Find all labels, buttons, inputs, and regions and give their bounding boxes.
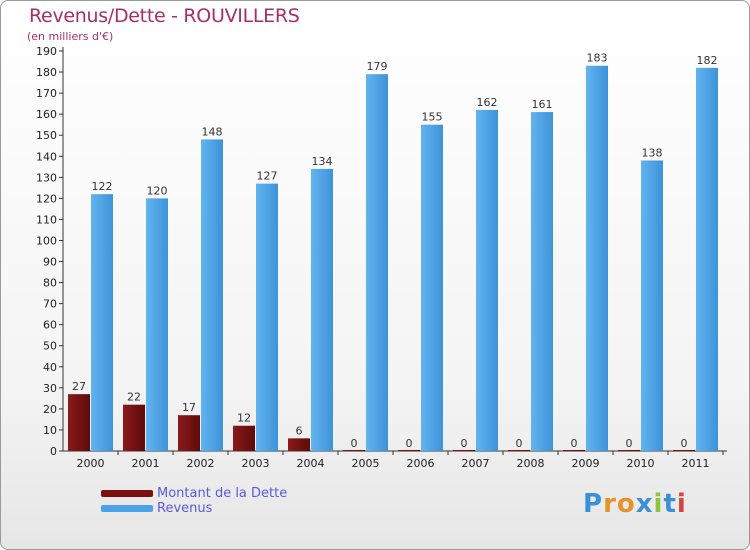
data-label-revenus: 162: [477, 96, 498, 109]
legend-label-dette: Montant de la Dette: [157, 486, 288, 501]
y-tick-label: 60: [43, 319, 57, 332]
x-tick-label: 2002: [187, 457, 215, 470]
data-label-dette: 6: [296, 424, 303, 437]
chart-subtitle: (en milliers d'€): [27, 30, 114, 43]
x-tick-label: 2004: [297, 457, 325, 470]
legend-swatch-dette: [101, 490, 153, 497]
x-tick-label: 2011: [682, 457, 710, 470]
x-tick-label: 2005: [352, 457, 380, 470]
bar-dette: [398, 450, 420, 451]
x-tick-label: 2001: [132, 457, 160, 470]
bar-dette: [288, 438, 310, 451]
bar-dette: [673, 450, 695, 451]
data-label-dette: 17: [182, 401, 196, 414]
x-tick-label: 2009: [572, 457, 600, 470]
data-label-revenus: 148: [202, 125, 223, 138]
bar-revenus: [476, 109, 498, 452]
x-tick-label: 2003: [242, 457, 270, 470]
y-tick-label: 0: [50, 445, 57, 458]
y-tick-label: 180: [36, 66, 57, 79]
data-label-dette: 27: [72, 380, 86, 393]
y-tick-label: 150: [36, 129, 57, 142]
y-tick-label: 50: [43, 340, 57, 353]
y-tick-label: 100: [36, 234, 57, 247]
data-label-revenus: 161: [532, 98, 553, 111]
data-label-dette: 0: [461, 437, 468, 450]
bar-revenus: [91, 194, 113, 451]
bar-revenus: [366, 74, 388, 451]
bar-dette: [453, 450, 475, 451]
y-tick-label: 70: [43, 298, 57, 311]
logo-letter: x: [635, 489, 654, 519]
bar-revenus: [201, 139, 223, 451]
bar-dette: [123, 404, 145, 451]
bar-revenus: [146, 198, 168, 451]
data-label-revenus: 127: [257, 170, 278, 183]
x-tick-label: 2010: [627, 457, 655, 470]
data-label-dette: 12: [237, 412, 251, 425]
data-label-dette: 0: [571, 437, 578, 450]
bar-dette: [618, 450, 640, 451]
proxiti-logo: Proxiti: [583, 489, 687, 519]
y-tick-label: 30: [43, 382, 57, 395]
bar-dette: [343, 450, 365, 451]
bar-revenus: [531, 112, 553, 451]
chart-title: Revenus/Dette - ROUVILLERS: [29, 5, 300, 27]
y-tick-label: 140: [36, 150, 57, 163]
data-label-revenus: 155: [422, 111, 443, 124]
bar-dette: [178, 415, 200, 451]
y-tick-label: 90: [43, 256, 57, 269]
y-tick-label: 160: [36, 108, 57, 121]
data-label-dette: 0: [516, 437, 523, 450]
data-label-revenus: 138: [642, 146, 663, 159]
logo-letter: i: [676, 489, 687, 519]
logo-letter: r: [603, 489, 617, 519]
y-tick-label: 170: [36, 87, 57, 100]
data-label-dette: 0: [406, 437, 413, 450]
data-label-revenus: 122: [92, 180, 113, 193]
bars: [68, 65, 718, 452]
y-tick-label: 20: [43, 403, 57, 416]
logo-letter: P: [583, 489, 604, 519]
legend-swatch-revenus: [101, 505, 153, 512]
data-label-revenus: 134: [312, 155, 333, 168]
data-label-revenus: 120: [147, 184, 168, 197]
y-tick-label: 40: [43, 361, 57, 374]
logo-letter: o: [616, 489, 636, 519]
data-label-dette: 22: [127, 391, 141, 404]
data-label-revenus: 179: [367, 60, 388, 73]
y-tick-label: 190: [36, 45, 57, 58]
axes: 0102030405060708090100110120130140150160…: [36, 45, 727, 470]
data-label-dette: 0: [626, 437, 633, 450]
legend-label-revenus: Revenus: [157, 501, 213, 516]
data-label-revenus: 183: [587, 52, 608, 65]
bar-revenus: [586, 65, 608, 451]
bar-revenus: [311, 168, 333, 452]
logo-letter: i: [653, 489, 664, 519]
bar-revenus: [696, 67, 718, 451]
bar-revenus: [641, 160, 663, 451]
bar-dette: [508, 450, 530, 451]
logo-letter: t: [663, 489, 677, 519]
bar-revenus: [421, 124, 443, 452]
x-tick-label: 2008: [517, 457, 545, 470]
y-tick-label: 120: [36, 192, 57, 205]
bar-dette: [563, 450, 585, 451]
x-tick-label: 2007: [462, 457, 490, 470]
y-tick-label: 80: [43, 277, 57, 290]
bar-dette: [68, 394, 90, 451]
x-tick-label: 2000: [77, 457, 105, 470]
x-tick-label: 2006: [407, 457, 435, 470]
data-label-revenus: 182: [697, 54, 718, 67]
data-label-dette: 0: [351, 437, 358, 450]
bar-revenus: [256, 183, 278, 451]
y-tick-label: 10: [43, 424, 57, 437]
y-tick-label: 130: [36, 171, 57, 184]
y-tick-label: 110: [36, 213, 57, 226]
data-label-dette: 0: [681, 437, 688, 450]
bar-dette: [233, 425, 255, 451]
data-labels: 27 22 17 12 6 0 0 0 0 0 0 0 122 120 148 127 134 179 155 162…: [72, 52, 718, 450]
